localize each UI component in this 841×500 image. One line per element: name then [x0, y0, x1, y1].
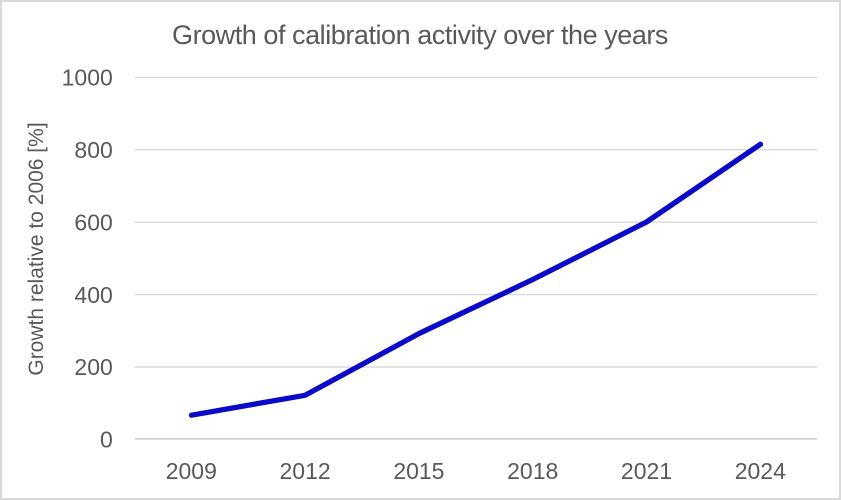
svg-text:2021: 2021 — [621, 458, 672, 484]
svg-text:2009: 2009 — [166, 458, 217, 484]
svg-text:800: 800 — [74, 137, 112, 163]
svg-text:2012: 2012 — [280, 458, 331, 484]
svg-text:Growth of calibration activity: Growth of calibration activity over the … — [172, 20, 668, 50]
svg-text:0: 0 — [100, 427, 113, 453]
svg-text:400: 400 — [74, 282, 112, 308]
svg-text:2015: 2015 — [393, 458, 444, 484]
svg-text:1000: 1000 — [62, 65, 113, 91]
svg-text:600: 600 — [74, 209, 112, 235]
svg-text:2024: 2024 — [735, 458, 786, 484]
svg-text:Growth relative to 2006 [%]: Growth relative to 2006 [%] — [25, 122, 48, 375]
svg-text:200: 200 — [74, 354, 112, 380]
svg-text:2018: 2018 — [507, 458, 558, 484]
